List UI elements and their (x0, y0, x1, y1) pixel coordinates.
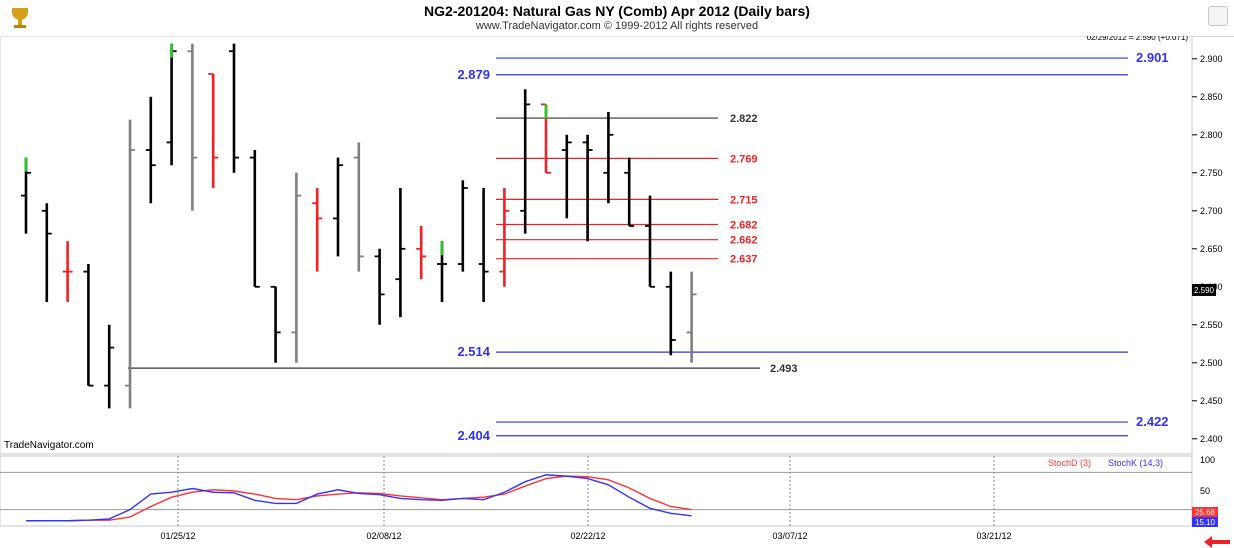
ohlc-bar (374, 248, 385, 325)
ohlc-bar (395, 188, 406, 318)
stoch-tick-label: 50 (1200, 486, 1210, 496)
copyright-text: www.TradeNavigator.com © 1999-2012 All r… (475, 20, 759, 32)
svg-text:15.10: 15.10 (1195, 518, 1216, 527)
level-label: 2.637 (730, 254, 758, 266)
chart-title: NG2-201204: Natural Gas NY (Comb) Apr 20… (424, 3, 810, 19)
ohlc-bar (624, 157, 635, 227)
price-tick-label: 2.500 (1200, 358, 1223, 368)
level-label: 2.879 (457, 67, 490, 82)
level-label: 2.822 (730, 113, 758, 125)
date-tick-label: 03/21/12 (976, 531, 1011, 541)
window-close-button[interactable] (1208, 6, 1228, 26)
ohlc-bar (187, 43, 198, 211)
trophy-logo-icon (12, 8, 28, 28)
level-label: 2.404 (457, 428, 490, 443)
price-tick-label: 2.450 (1200, 396, 1223, 406)
stoch-d-legend: StochD (3) (1048, 458, 1091, 468)
ohlc-bar (145, 96, 156, 204)
ohlc-bar (416, 226, 427, 280)
ohlc-bar (520, 89, 531, 234)
ohlc-bar (291, 172, 302, 363)
stochastic-panel (0, 455, 1193, 527)
price-tag: 2.590 (1192, 284, 1216, 296)
stoch-k-legend: StochK (14,3) (1108, 458, 1163, 468)
date-tick-label: 01/25/12 (160, 531, 195, 541)
ohlc-bar (665, 271, 676, 356)
price-panel (0, 36, 1193, 455)
ohlc-bar (541, 103, 551, 174)
level-label: 2.682 (730, 219, 758, 231)
price-tick-label: 2.850 (1200, 92, 1223, 102)
stoch-tick-label: 100 (1200, 455, 1215, 465)
ohlc-bar (270, 285, 281, 363)
ohlc-bar (229, 43, 239, 173)
ohlc-bar (249, 150, 260, 288)
price-axis: 2.9002.8502.8002.7502.7002.6502.6002.550… (1192, 54, 1223, 444)
ohlc-bars (21, 43, 697, 409)
price-tick-label: 2.400 (1200, 434, 1223, 444)
stoch-readout: 25.68 (1192, 507, 1218, 517)
level-label: 2.769 (730, 153, 758, 165)
date-tick-label: 02/08/12 (366, 531, 401, 541)
watermark: TradeNavigator.com (4, 440, 94, 451)
last-quote: 02/29/2012 = 2.590 (+0.071) (1087, 36, 1189, 42)
ohlc-bar (125, 119, 135, 409)
date-tick-label: 03/07/12 (772, 531, 807, 541)
level-label: 2.422 (1136, 414, 1169, 429)
ohlc-bar (478, 188, 489, 302)
ohlc-bar (582, 134, 593, 242)
ohlc-bar (645, 195, 655, 288)
level-label: 2.901 (1136, 50, 1169, 65)
price-tick-label: 2.550 (1200, 320, 1223, 330)
ohlc-bar (457, 180, 468, 272)
chart-header: NG2-201204: Natural Gas NY (Comb) Apr 20… (0, 0, 1234, 37)
ohlc-bar (353, 142, 364, 272)
ohlc-bar (62, 241, 73, 302)
ohlc-bar (603, 112, 614, 204)
ohlc-bar (208, 73, 219, 188)
ohlc-bar (104, 324, 115, 409)
scroll-arrow-icon[interactable] (1204, 536, 1230, 548)
ohlc-bar (437, 241, 447, 302)
ohlc-bar (561, 134, 572, 219)
date-axis: 01/25/12 02/08/12 02/22/12 03/07/12 03/21/12 (160, 456, 1012, 541)
ohlc-bar (333, 157, 343, 257)
level-label: 2.493 (770, 363, 798, 375)
ohlc-bar (499, 188, 510, 287)
ohlc-bar (41, 203, 52, 302)
date-tick-label: 02/22/12 (570, 531, 605, 541)
price-chart: 2.901 2.879 2.822 2.769 2.715 2.682 2.662 2.637… (0, 36, 1230, 548)
ohlc-bar (21, 157, 31, 234)
stoch-series-line (26, 474, 692, 522)
ohlc-bar (166, 43, 177, 166)
price-tick-label: 2.750 (1200, 168, 1223, 178)
ohlc-bar (686, 271, 697, 363)
price-tick-label: 2.700 (1200, 206, 1223, 216)
level-label: 2.514 (457, 344, 490, 359)
level-label: 2.662 (730, 235, 758, 247)
svg-text:25.68: 25.68 (1195, 508, 1216, 517)
ohlc-bar (312, 188, 323, 272)
stoch-readout: 15.10 (1192, 517, 1218, 527)
price-tick-label: 2.900 (1200, 54, 1223, 64)
level-label: 2.715 (730, 194, 758, 206)
price-tick-label: 2.650 (1200, 244, 1223, 254)
ohlc-bar (83, 264, 94, 387)
price-levels: 2.901 2.879 2.822 2.769 2.715 2.682 2.662 2.637… (128, 50, 1169, 443)
svg-text:2.590: 2.590 (1194, 286, 1215, 295)
price-tick-label: 2.800 (1200, 130, 1223, 140)
